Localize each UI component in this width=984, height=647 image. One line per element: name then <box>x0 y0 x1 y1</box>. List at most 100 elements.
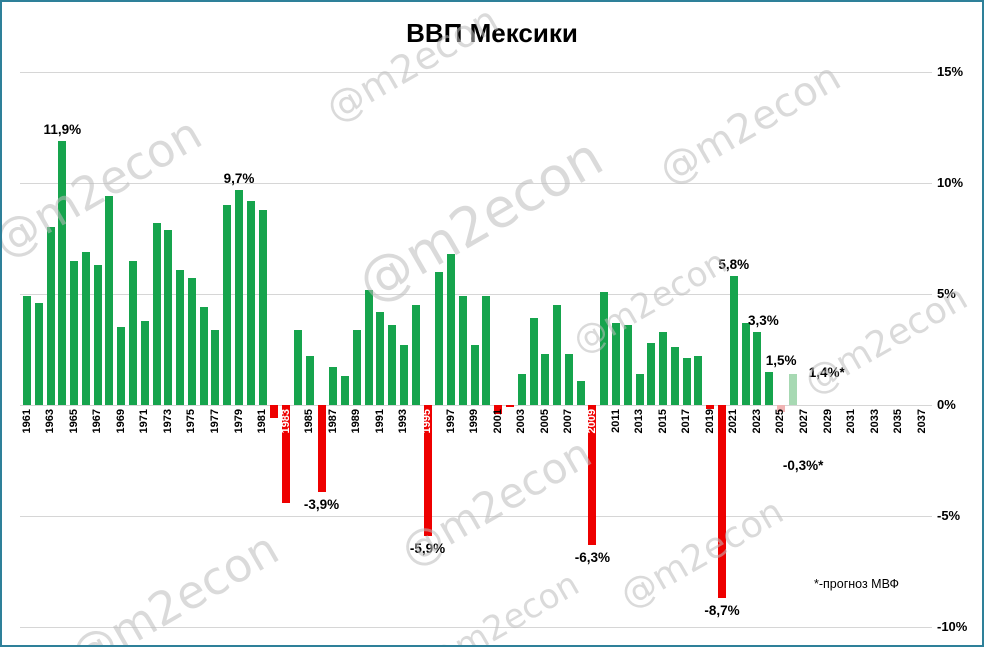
x-axis-label-2033: 2033 <box>868 409 881 434</box>
y-axis-label: 15% <box>937 64 964 79</box>
bar-1969 <box>117 327 126 405</box>
bar-1980 <box>246 200 255 405</box>
bar-1997 <box>447 254 456 405</box>
gridline <box>20 516 932 517</box>
x-axis-label-1991: 1991 <box>373 409 386 434</box>
bar-1964 <box>58 140 67 405</box>
data-label-2026: 1,4%* <box>808 364 845 380</box>
data-label-2021: 5,8% <box>718 257 750 273</box>
x-axis-label-1999: 1999 <box>468 409 481 434</box>
bar-2022 <box>741 322 750 405</box>
bar-2017 <box>682 358 691 405</box>
x-axis-label-1973: 1973 <box>161 409 174 434</box>
bar-2016 <box>670 347 679 405</box>
bar-1994 <box>411 305 420 405</box>
bar-2007 <box>564 353 573 405</box>
data-label-2020: -8,7% <box>704 603 740 619</box>
bar-2013 <box>635 373 644 405</box>
x-axis-label-2027: 2027 <box>797 409 810 434</box>
bar-1973 <box>164 229 173 405</box>
bar-1982 <box>270 405 279 419</box>
bar-2003 <box>517 373 526 405</box>
bar-2019 <box>706 405 715 410</box>
data-label-2025: -0,3%* <box>782 457 824 473</box>
bar-2015 <box>659 331 668 405</box>
bar-1998 <box>458 296 467 405</box>
bar-1996 <box>435 271 444 405</box>
x-axis-label-2029: 2029 <box>821 409 834 434</box>
bar-2024 <box>765 371 774 405</box>
x-axis-label-2001: 2001 <box>491 409 504 434</box>
x-axis-label-1981: 1981 <box>256 409 269 434</box>
bar-2001 <box>494 405 503 414</box>
bar-1972 <box>152 222 161 405</box>
y-axis-label: 0% <box>937 397 956 412</box>
bar-2021 <box>729 276 738 405</box>
data-label-2009: -6,3% <box>574 549 611 565</box>
data-label-2023: 3,3% <box>747 312 779 328</box>
y-axis-label: -5% <box>937 508 961 523</box>
bar-1976 <box>199 307 208 405</box>
bar-2010 <box>600 291 609 405</box>
x-axis-label-2003: 2003 <box>515 409 528 434</box>
bar-2000 <box>482 296 491 405</box>
x-axis-label-2035: 2035 <box>892 409 905 434</box>
bar-1999 <box>470 345 479 405</box>
data-label-1995: -5,9% <box>409 540 446 556</box>
bar-2018 <box>694 356 703 405</box>
bar-1979 <box>235 189 244 405</box>
x-axis-label-2013: 2013 <box>633 409 646 434</box>
x-axis-label-2025: 2025 <box>774 409 787 434</box>
x-axis-label-1977: 1977 <box>208 409 221 434</box>
x-axis-label-1969: 1969 <box>114 409 127 434</box>
bar-1991 <box>376 311 385 405</box>
data-label-1979: 9,7% <box>223 170 255 186</box>
y-axis-label: -10% <box>937 619 968 634</box>
x-axis-label-2021: 2021 <box>727 409 740 434</box>
data-label-1964: 11,9% <box>43 121 82 137</box>
bar-1968 <box>105 196 114 405</box>
x-axis-label-2031: 2031 <box>845 409 858 434</box>
x-axis-label-1979: 1979 <box>232 409 245 434</box>
chart-title: ВВП Мексики <box>406 18 578 48</box>
bar-2020 <box>718 405 727 599</box>
bar-2005 <box>541 353 550 405</box>
gridline <box>20 72 932 73</box>
gridline <box>20 294 932 295</box>
x-axis-label-1967: 1967 <box>91 409 104 434</box>
x-axis-label-2023: 2023 <box>750 409 763 434</box>
bar-2006 <box>553 305 562 405</box>
forecast-footnote: *-прогноз МВФ <box>814 577 900 591</box>
bar-1995 <box>423 405 432 536</box>
y-axis-label: 5% <box>937 286 956 301</box>
bar-1988 <box>341 376 350 405</box>
gridline <box>20 405 932 406</box>
bar-1975 <box>187 278 196 405</box>
x-axis-label-2017: 2017 <box>680 409 693 434</box>
x-axis-label-1963: 1963 <box>44 409 57 434</box>
bar-1990 <box>364 289 373 405</box>
bar-1985 <box>305 356 314 405</box>
bar-2012 <box>623 325 632 405</box>
x-axis-label-2015: 2015 <box>656 409 669 434</box>
x-axis-label-1961: 1961 <box>20 409 33 434</box>
bar-2008 <box>576 380 585 405</box>
bar-2023 <box>753 331 762 405</box>
bar-1970 <box>129 260 138 405</box>
bar-1966 <box>81 251 90 405</box>
bar-1986 <box>317 405 326 492</box>
x-axis-label-1975: 1975 <box>185 409 198 434</box>
bar-2002 <box>505 405 514 408</box>
bar-1963 <box>46 227 55 405</box>
bar-1993 <box>399 345 408 405</box>
bar-1967 <box>93 265 102 405</box>
bar-1989 <box>352 329 361 405</box>
x-axis-label-1997: 1997 <box>444 409 457 434</box>
x-axis-label-1971: 1971 <box>138 409 151 434</box>
x-axis-label-1989: 1989 <box>350 409 363 434</box>
gridline <box>20 627 932 628</box>
x-axis-label-1983: 1983 <box>279 409 292 434</box>
bar-1984 <box>293 329 302 405</box>
plot-area: 1961 1963 1965 1967 1969 1971 1973 1975 1977 1979… <box>20 72 932 628</box>
